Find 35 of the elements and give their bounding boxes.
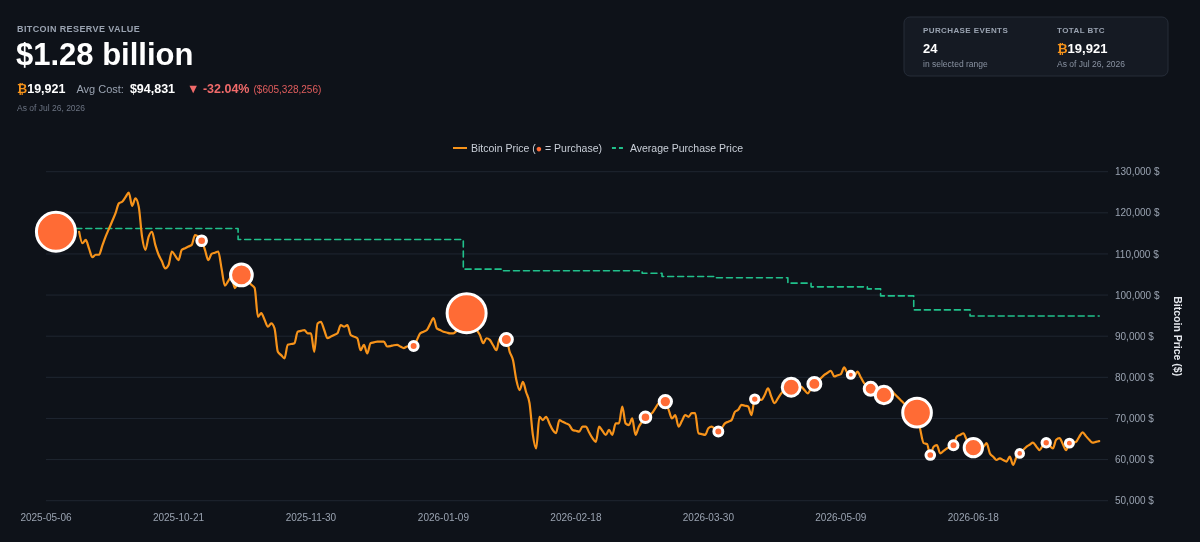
x-tick-label: 2026-03-30 [682, 512, 735, 523]
text: As of Jul 26, 2026 [17, 102, 86, 113]
y-axis-title: Bitcoin Price ($) [1172, 296, 1184, 377]
y-tick-label: 60,000 $ [1115, 454, 1155, 466]
text: As of Jul 26, 2026 [1057, 58, 1126, 69]
text: BITCOIN RESERVE VALUE [17, 24, 141, 34]
x-tick-label: 2026-02-18 [550, 512, 602, 523]
text: $1.28 billion [16, 37, 194, 72]
text: ₿19,921 [1057, 41, 1108, 56]
legend-label: Bitcoin Price (● = Purchase) [471, 141, 602, 154]
y-tick-label: 50,000 $ [1115, 495, 1155, 507]
y-tick-label: 90,000 $ [1115, 330, 1155, 342]
text: in selected range [923, 58, 989, 69]
y-tick-label: 100,000 $ [1115, 289, 1160, 301]
text: ($605,328,256) [253, 83, 322, 95]
x-tick-label: 2026-01-09 [417, 512, 470, 523]
text: $94,831 [129, 81, 176, 96]
legend-label: Average Purchase Price [629, 141, 744, 154]
text: Avg Cost: [76, 82, 124, 95]
text: 24 [923, 41, 939, 56]
line-series [78, 191, 1101, 467]
text: ₿19,921 [17, 81, 66, 96]
text: ▼ -32.04% [187, 81, 250, 96]
x-tick-label: 2026-05-09 [815, 512, 867, 523]
text: TOTAL BTC [1057, 26, 1106, 35]
x-tick-label: 2026-06-18 [947, 512, 1000, 523]
x-tick-label: 2025-11-30 [285, 512, 337, 523]
y-tick-label: 80,000 $ [1115, 371, 1155, 383]
y-tick-label: 110,000 $ [1115, 248, 1160, 260]
y-tick-label: 130,000 $ [1115, 166, 1160, 178]
x-tick-label: 2025-10-21 [152, 512, 205, 523]
y-tick-label: 70,000 $ [1115, 413, 1155, 425]
text: PURCHASE EVENTS [923, 26, 1009, 35]
x-tick-label: 2025-05-06 [20, 512, 73, 523]
y-tick-label: 120,000 $ [1115, 207, 1160, 219]
